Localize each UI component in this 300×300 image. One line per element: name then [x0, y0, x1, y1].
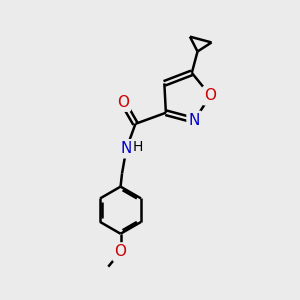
Text: N: N	[189, 113, 200, 128]
Text: H: H	[133, 140, 143, 154]
Text: N: N	[121, 141, 132, 156]
Text: O: O	[117, 95, 129, 110]
Text: O: O	[204, 88, 216, 103]
Text: O: O	[115, 244, 127, 260]
